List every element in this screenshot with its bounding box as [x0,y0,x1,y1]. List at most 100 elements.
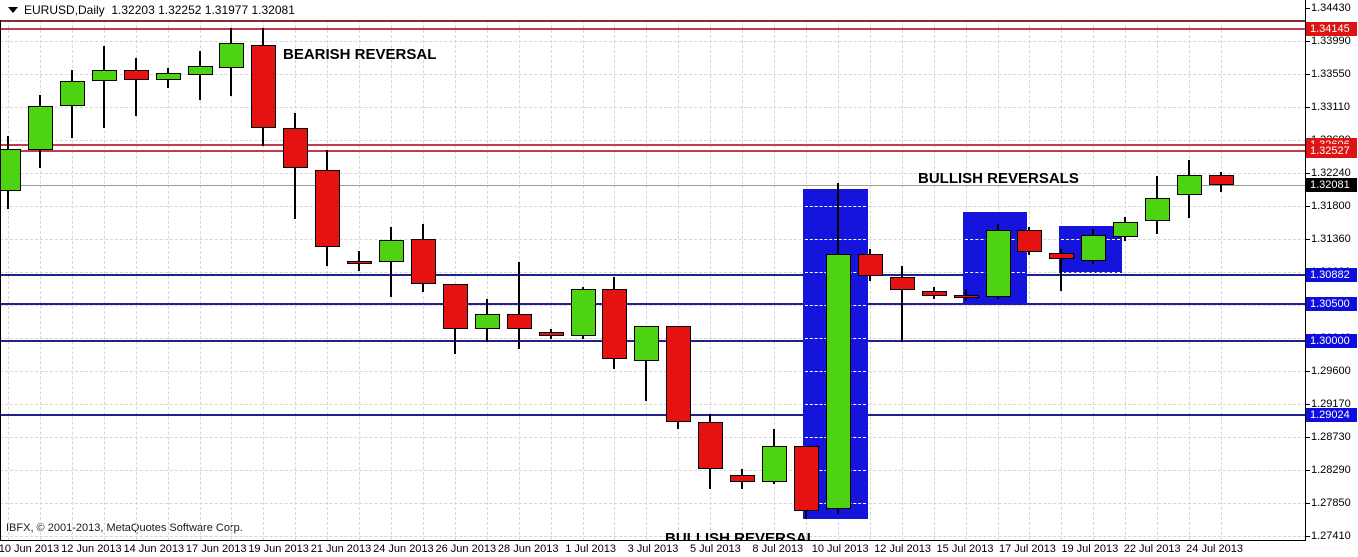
bearish-candle [442,283,468,329]
vertical-gridline [8,20,9,540]
vertical-gridline [295,20,297,540]
price-tick-mark [1305,8,1310,9]
candle-wick [102,46,105,129]
vertical-gridline [327,20,329,540]
support-line[interactable] [0,273,1305,276]
vertical-gridline [646,20,648,540]
date-label: 28 Jun 2013 [497,543,559,555]
time-axis[interactable]: 10 Jun 2013 12 Jun 2013 14 Jun 2013 17 Jun … [0,541,1306,557]
date-label: 15 Jul 2013 [936,543,994,555]
bullish-candle [1113,221,1139,237]
horizontal-gridline [0,502,1306,504]
chart-title: EURUSD,Daily 1.32203 1.32252 1.31977 1.3… [24,3,295,17]
bullish-candle [762,446,788,483]
bullish-candle [985,229,1011,297]
resistance-line[interactable] [0,144,1305,147]
vertical-gridline [135,20,137,540]
bearish-candle [602,288,628,359]
price-tick-label: 1.27410 [1311,529,1351,542]
vertical-gridline [359,20,361,540]
horizontal-gridline [0,74,1306,76]
bullish-candle [91,70,117,82]
resistance-line[interactable] [0,28,1305,31]
bullish-candle [187,66,213,76]
price-tick-mark [1305,502,1310,504]
candle-wick [900,265,903,342]
bearish-candle [1049,252,1075,259]
price-badge-red: 1.32527 [1306,144,1357,159]
horizontal-gridline [0,107,1306,109]
price-tick-mark [1305,41,1310,43]
symbol-dropdown-icon[interactable] [8,7,18,13]
bearish-candle [953,294,979,298]
bullish-candle [1081,234,1107,261]
candle-wick [1060,248,1063,291]
annotation-bullish-reversals: BULLISH REVERSALS [918,170,1079,187]
price-tick-mark [1305,436,1310,438]
price-tick-mark [1305,469,1310,471]
plot-frame-left [0,20,1,541]
horizontal-gridline [0,535,1306,537]
annotation-bearish-reversal: BEARISH REVERSAL [283,46,437,63]
vertical-gridline [710,20,712,540]
price-tick-label: 1.33550 [1311,68,1351,81]
resistance-line[interactable] [0,150,1305,153]
bearish-candle [889,276,915,290]
price-tick-mark [1305,403,1310,405]
bullish-candle [825,253,851,510]
date-label: 26 Jun 2013 [435,543,497,555]
annotation-bullish-reversal: BULLISH REVERSAL [665,530,816,540]
horizontal-gridline [0,205,1306,207]
bearish-candle [921,290,947,296]
plot-frame-right [1305,0,1306,541]
bullish-candle [0,149,21,191]
bullish-candle [27,106,53,151]
price-badge-blue: 1.30882 [1306,267,1357,282]
price-badge-blue: 1.30500 [1306,296,1357,311]
price-tick-label: 1.29170 [1311,397,1351,410]
date-label: 14 Jun 2013 [123,543,185,555]
price-tick-label: 1.34430 [1311,2,1351,14]
date-label: 24 Jul 2013 [1186,543,1244,555]
candle-wick [134,58,137,117]
bearish-candle [1017,229,1043,252]
vertical-gridline [454,20,456,540]
price-badge-black: 1.32081 [1306,177,1357,192]
bearish-candle [251,45,277,129]
support-line[interactable] [0,413,1305,416]
date-label: 17 Jun 2013 [185,543,247,555]
chart-plot-area[interactable]: IBFX, © 2001-2013, MetaQuotes Software C… [0,20,1306,540]
candle-wick [517,261,520,349]
date-label: 8 Jul 2013 [752,543,804,555]
price-tick-label: 1.31360 [1311,232,1351,245]
bearish-candle [283,128,309,169]
bearish-candle [666,325,692,423]
bearish-candle [315,170,341,247]
vertical-gridline [103,20,105,540]
date-label: 10 Jul 2013 [811,543,869,555]
candle-wick [198,51,201,101]
support-line[interactable] [0,302,1305,305]
price-tick-label: 1.33110 [1311,101,1350,114]
vertical-gridline [582,20,584,540]
highlight-rectangle-gridline [1061,271,1120,273]
price-tick-mark [1305,238,1310,240]
bullish-candle [379,239,405,262]
horizontal-gridline [0,41,1306,43]
bullish-candle [219,43,245,69]
bid-price-line [0,184,1305,186]
vertical-gridline [1029,20,1031,540]
price-axis[interactable]: 1.344301.339901.335501.331101.326801.322… [1305,0,1358,557]
plot-frame-top [0,20,1306,22]
price-tick-mark [1305,172,1310,174]
bearish-candle [123,70,149,81]
vertical-gridline [933,20,935,540]
price-tick-mark [1305,535,1310,537]
price-tick-label: 1.28730 [1311,430,1351,443]
price-tick-label: 1.32240 [1311,166,1351,179]
price-tick-mark [1305,107,1310,109]
bearish-candle [347,260,373,264]
bearish-candle [730,475,756,483]
bullish-candle [59,81,85,107]
